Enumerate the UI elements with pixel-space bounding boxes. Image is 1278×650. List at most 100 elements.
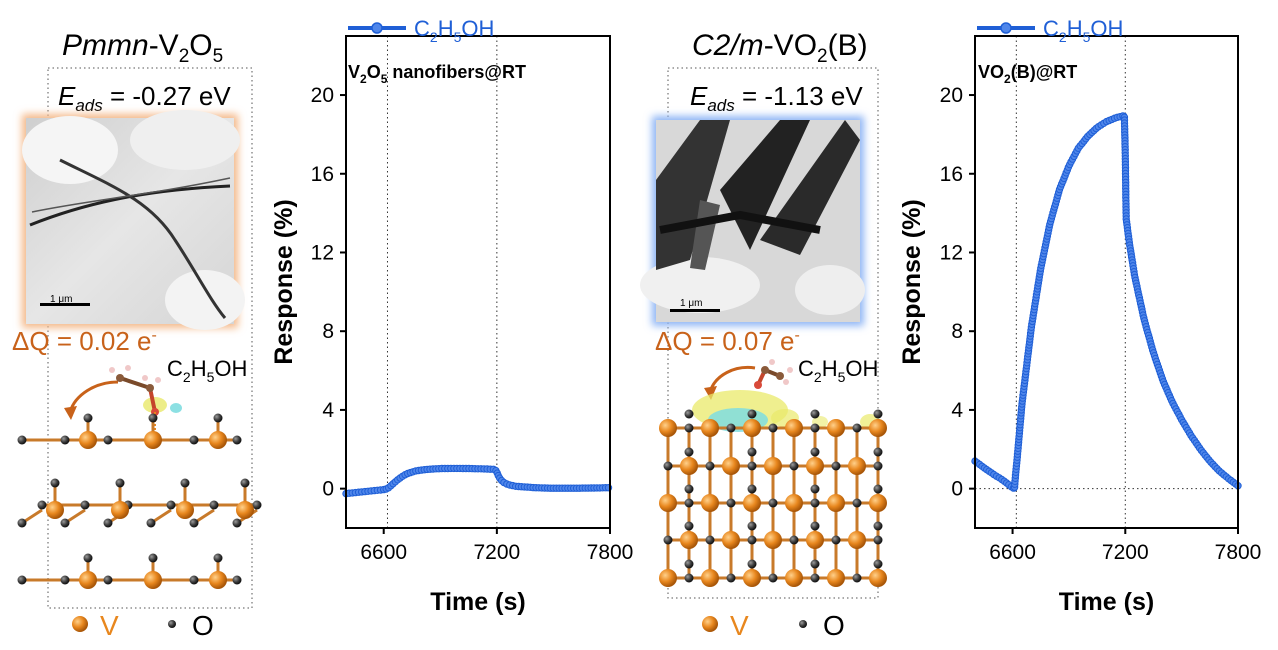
- oxygen-atom: [789, 535, 799, 545]
- oxygen-atom: [148, 413, 158, 423]
- left-legend-v: V: [100, 610, 119, 641]
- oxygen-atom: [50, 478, 60, 488]
- oxygen-atom: [232, 435, 242, 445]
- oxygen-atom: [705, 461, 715, 471]
- oxygen-atom: [873, 409, 883, 419]
- y-tick-label: 20: [311, 84, 334, 107]
- oxygen-atom: [726, 498, 736, 508]
- left-charge-transfer: ΔQ = 0.02 e-: [12, 326, 157, 356]
- vanadium-atom: [785, 494, 803, 512]
- vanadium-atom: [827, 494, 845, 512]
- x-axis-label: Time (s): [430, 588, 525, 616]
- oxygen-atom: [747, 521, 757, 531]
- oxygen-legend-icon: [168, 620, 176, 628]
- vanadium-atom: [869, 494, 887, 512]
- vanadium-atom: [701, 419, 719, 437]
- x-tick-label: 7200: [473, 541, 520, 564]
- oxygen-atom: [852, 423, 862, 433]
- oxygen-atom: [83, 553, 93, 563]
- y-tick-label: 4: [951, 399, 963, 422]
- y-tick-label: 0: [951, 478, 963, 501]
- vanadium-atom: [722, 531, 740, 549]
- oxygen-atom: [726, 573, 736, 583]
- oxygen-atom: [80, 500, 90, 510]
- oxygen-atom: [810, 498, 820, 508]
- vanadium-atom: [144, 571, 162, 589]
- oxygen-atom: [831, 461, 841, 471]
- oxygen-atom: [810, 521, 820, 531]
- oxygen-atom: [189, 575, 199, 585]
- vanadium-atom: [743, 569, 761, 587]
- vanadium-atom: [785, 569, 803, 587]
- oxygen-atom: [684, 498, 694, 508]
- right-legend-o: O: [823, 610, 845, 641]
- right-eads-label: Eads = -1.13 eV: [690, 81, 863, 115]
- oxygen-atom: [684, 447, 694, 457]
- vanadium-atom: [785, 419, 803, 437]
- oxygen-atom: [810, 559, 820, 569]
- oxygen-atom: [240, 478, 250, 488]
- left-dotted-frame: [47, 67, 253, 609]
- oxygen-atom: [684, 409, 694, 419]
- oxygen-atom: [209, 500, 219, 510]
- oxygen-atom: [684, 423, 694, 433]
- series-line: [973, 112, 1240, 492]
- vanadium-atom: [209, 571, 227, 589]
- vanadium-atom: [680, 457, 698, 475]
- vanadium-atom: [743, 494, 761, 512]
- oxygen-atom: [213, 413, 223, 423]
- oxygen-atom: [768, 498, 778, 508]
- right-legend-v: V: [730, 610, 749, 641]
- oxygen-atom: [789, 461, 799, 471]
- vanadium-atom: [176, 501, 194, 519]
- legend-marker: [371, 22, 383, 34]
- oxygen-atom: [684, 559, 694, 569]
- vanadium-atom: [144, 431, 162, 449]
- vanadium-atom: [848, 531, 866, 549]
- oxygen-atom: [768, 423, 778, 433]
- right-charge-transfer: ΔQ = 0.07 e-: [655, 326, 800, 356]
- oxygen-atom: [17, 518, 27, 528]
- legend-label: C2H5OH: [414, 16, 494, 45]
- sample-annotation: VO2(B)@RT: [978, 62, 1077, 86]
- oxygen-atom: [146, 518, 156, 528]
- vanadium-atom: [764, 531, 782, 549]
- vanadium-atom: [680, 531, 698, 549]
- vanadium-atom: [79, 431, 97, 449]
- oxygen-atom: [810, 409, 820, 419]
- left-transfer-arrow: [68, 380, 119, 413]
- oxygen-atom: [873, 535, 883, 545]
- oxygen-atom: [684, 573, 694, 583]
- vanadium-atom: [79, 571, 97, 589]
- vanadium-atom: [848, 457, 866, 475]
- oxygen-atom: [232, 518, 242, 528]
- chart-v2o5-response: 0 4 8 12 16 20 6600 7200 7800 Time (s) Response (%…: [270, 16, 633, 616]
- right-ethanol-molecule: [754, 359, 793, 389]
- legend-label: C2H5OH: [1043, 16, 1123, 45]
- plot-frame: [345, 35, 611, 529]
- left-phase-title: Pmmn-V2O5: [62, 29, 223, 67]
- oxygen-atom: [747, 535, 757, 545]
- right-dotted-frame: [667, 67, 879, 599]
- oxygen-atom: [873, 484, 883, 494]
- oxygen-atom: [726, 423, 736, 433]
- oxygen-atom: [747, 559, 757, 569]
- oxygen-atom: [37, 500, 47, 510]
- vanadium-atom: [701, 494, 719, 512]
- y-tick-label: 8: [322, 320, 334, 343]
- right-crystal-lattice: [659, 409, 887, 587]
- legend: C2H5OH: [977, 16, 1123, 45]
- vanadium-atom: [209, 431, 227, 449]
- right-molecule-label: C2H5OH: [798, 356, 878, 385]
- right-scale-bar-label: 1 μm: [680, 298, 702, 309]
- x-tick-label: 7200: [1102, 541, 1149, 564]
- left-scale-bar-label: 1 μm: [50, 294, 72, 305]
- vanadium-legend-icon: [702, 616, 718, 632]
- oxygen-atom: [663, 461, 673, 471]
- vanadium-atom: [869, 569, 887, 587]
- vanadium-atom: [659, 419, 677, 437]
- oxygen-atom: [747, 484, 757, 494]
- oxygen-atom: [810, 573, 820, 583]
- vanadium-atom: [764, 457, 782, 475]
